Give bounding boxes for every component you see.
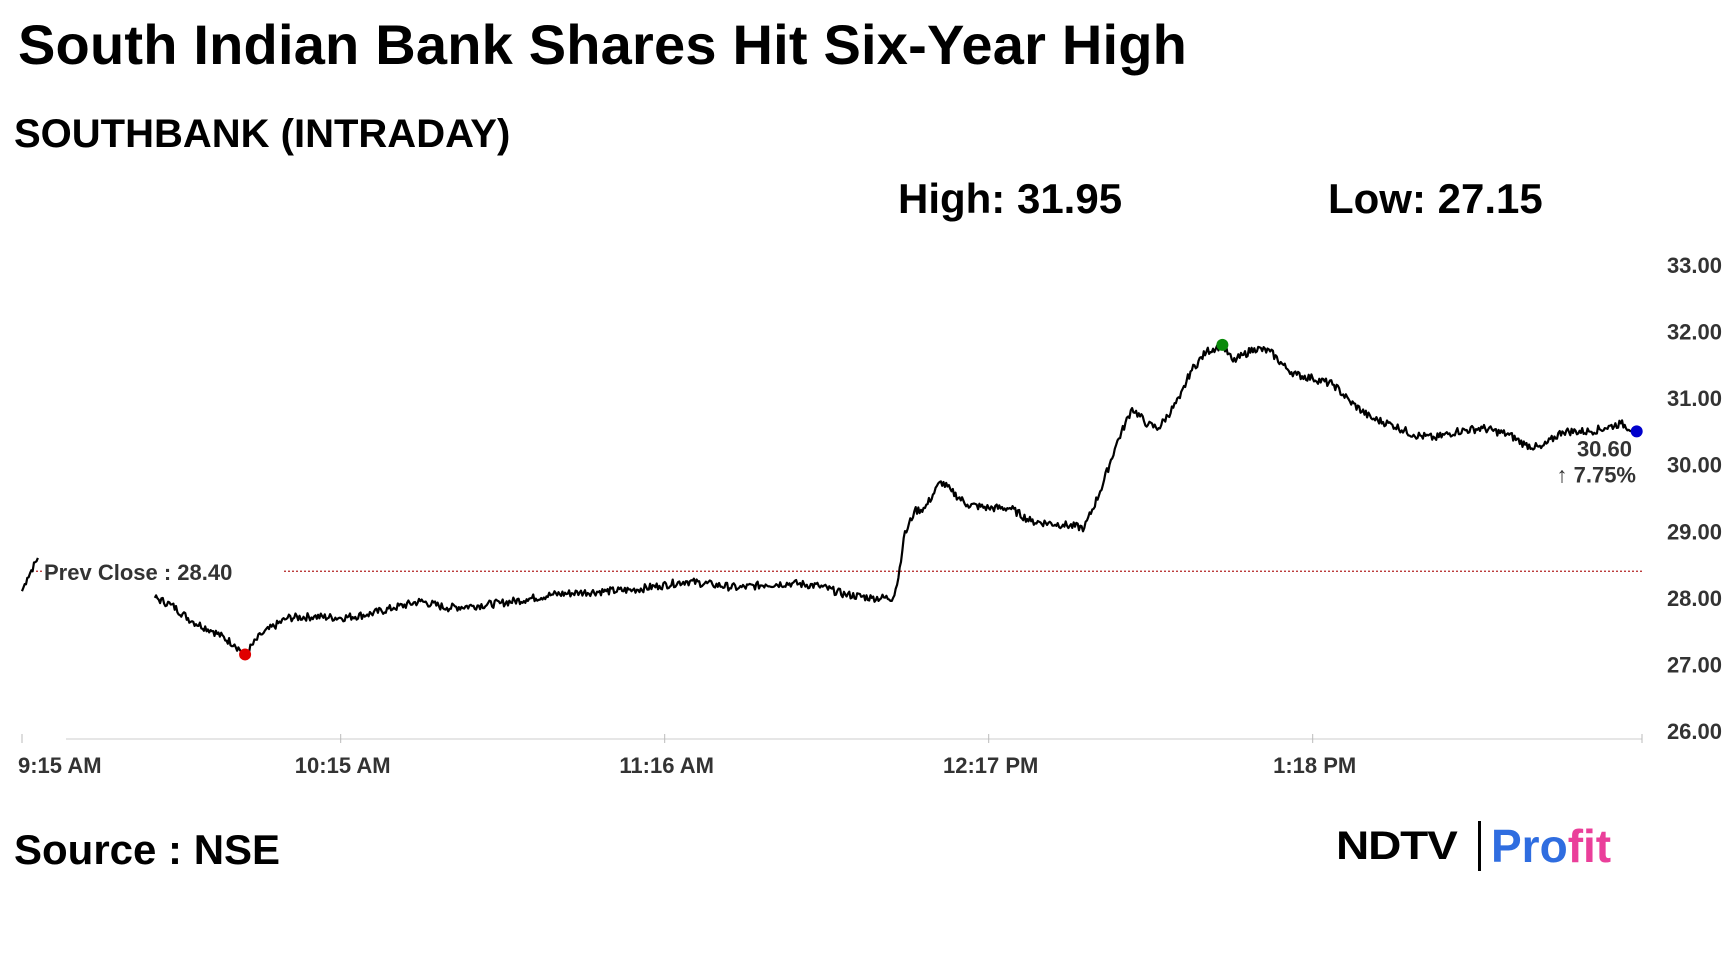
last-price-marker	[1630, 425, 1643, 438]
x-tick-label: 9:15 AM	[18, 753, 102, 778]
high-value: High: 31.95	[898, 175, 1123, 222]
y-tick-label: 31.00	[1667, 386, 1722, 411]
x-tick-label: 10:15 AM	[295, 753, 391, 778]
y-axis: 33.00 32.00 31.00 30.00 29.00 28.00 27.00 26.00	[1667, 253, 1722, 744]
prev-close-group: Prev Close : 28.40	[36, 560, 1642, 585]
last-price-label: 30.60	[1577, 436, 1632, 461]
last-change-label: ↑ 7.75%	[1557, 462, 1637, 487]
price-series	[20, 341, 1638, 656]
y-tick-label: 30.00	[1667, 453, 1722, 478]
y-tick-label: 33.00	[1667, 253, 1722, 278]
x-tick-label: 11:16 AM	[619, 753, 714, 778]
source-label: Source : NSE	[14, 826, 281, 873]
logo-profit-part-a: Pro	[1491, 820, 1568, 872]
logo-divider	[1478, 821, 1481, 871]
y-tick-label: 26.00	[1667, 719, 1722, 744]
prev-close-label: Prev Close : 28.40	[44, 560, 232, 585]
markers	[239, 338, 1643, 661]
chart-title: South Indian Bank Shares Hit Six-Year Hi…	[18, 13, 1188, 76]
logo-ndtv-text: NDTV	[1336, 823, 1458, 868]
low-value: Low: 27.15	[1328, 175, 1543, 222]
y-tick-label: 32.00	[1667, 320, 1722, 345]
high-marker	[1216, 338, 1229, 351]
logo-profit-part-b: fit	[1567, 820, 1612, 872]
ndtv-profit-logo: NDTV Profit	[1336, 818, 1611, 874]
x-tick-label: 12:17 PM	[943, 753, 1038, 778]
y-tick-label: 27.00	[1667, 652, 1722, 677]
series-line	[153, 341, 1638, 656]
last-price-group: 30.60↑ 7.75%	[1557, 436, 1637, 487]
low-marker	[239, 648, 252, 661]
chart-subtitle: SOUTHBANK (INTRADAY)	[14, 112, 511, 156]
y-tick-label: 28.00	[1667, 586, 1722, 611]
y-tick-label: 29.00	[1667, 519, 1722, 544]
x-axis: 9:15 AM 10:15 AM 11:16 AM 12:17 PM 1:18 PM	[18, 734, 1643, 778]
series-line-open	[20, 557, 39, 592]
logo-profit-text: Profit	[1491, 819, 1611, 873]
x-tick-label: 1:18 PM	[1273, 753, 1356, 778]
